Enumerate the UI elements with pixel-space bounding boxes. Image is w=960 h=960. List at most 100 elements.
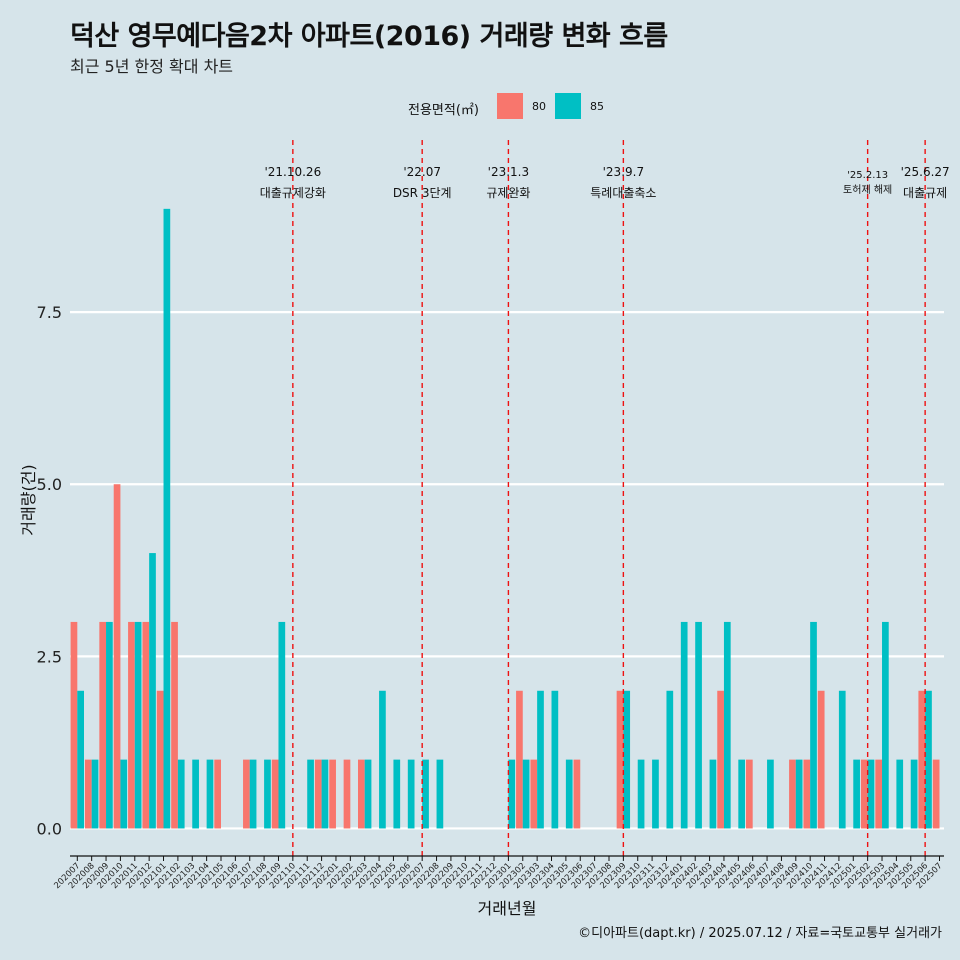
bar-80-202503	[875, 759, 883, 829]
bar-85-202311	[652, 759, 659, 829]
bar-80-202303	[530, 759, 538, 829]
bar-85-202502	[867, 759, 875, 829]
event-name-label: 규제완화	[486, 186, 530, 200]
bar-80-202309	[616, 690, 624, 829]
bar-85-202407	[767, 759, 774, 829]
bar-85-202410	[810, 621, 817, 829]
bar-85-202301	[508, 759, 516, 829]
bar-80-202410	[803, 759, 811, 829]
bar-85-202010	[120, 759, 128, 829]
bar-85-202401	[680, 621, 688, 829]
bar-85-202101	[163, 208, 171, 829]
legend-label-85: 85	[590, 100, 604, 113]
bar-85-202109	[278, 621, 286, 829]
chart-title: 덕산 영무예다음2차 아파트(2016) 거래량 변화 흐름	[70, 21, 668, 52]
event-name-label: 대출규제강화	[260, 186, 326, 200]
legend-title: 전용면적(㎡)	[408, 103, 479, 118]
y-axis-title: 거래량(건)	[19, 464, 38, 535]
bar-80-202406	[745, 759, 753, 829]
bar-85-202403	[709, 759, 717, 829]
bar-85-202206	[407, 759, 415, 829]
bar-85-202007	[77, 690, 84, 829]
bar-85-202501	[853, 759, 860, 829]
bar-85-202310	[637, 759, 645, 829]
chart-subtitle: 최근 5년 한정 확대 차트	[70, 57, 234, 76]
event-date-label: '25.2.13	[847, 170, 888, 181]
bar-85-202505	[910, 759, 918, 829]
bar-85-202011	[134, 621, 142, 829]
bar-80-202502	[860, 759, 868, 829]
bar-80-202302	[516, 690, 523, 829]
bar-85-202404	[723, 621, 731, 829]
y-tick-label: 7.5	[37, 303, 62, 322]
bar-85-202204	[379, 690, 386, 829]
legend: 전용면적(㎡) 80 85	[0, 93, 960, 121]
bar-85-202103	[192, 759, 199, 829]
bar-80-202010	[113, 484, 121, 829]
bar-85-202102	[177, 759, 185, 829]
x-axis-title: 거래년월	[478, 899, 537, 918]
bar-85-202402	[695, 621, 702, 829]
y-tick-label: 5.0	[37, 475, 62, 494]
bar-85-202304	[551, 690, 559, 829]
event-name-label: 특례대출축소	[590, 186, 656, 200]
bar-80-202109	[271, 759, 279, 829]
bar-85-202208	[436, 759, 444, 829]
bar-80-202201	[329, 759, 336, 829]
source-caption: ©디아파트(dapt.kr) / 2025.07.12 / 자료=국토교통부 실…	[578, 926, 942, 941]
bar-85-202205	[393, 759, 401, 829]
bar-85-202305	[565, 759, 573, 829]
bar-80-202007	[70, 621, 78, 829]
bar-85-202203	[364, 759, 372, 829]
bar-85-202412	[838, 690, 846, 829]
bar-85-202405	[738, 759, 746, 829]
bar-80-202107	[243, 759, 250, 829]
bar-85-202312	[666, 690, 674, 829]
legend-key-85	[555, 93, 581, 119]
bar-80-202112	[314, 759, 322, 829]
bar-85-202309	[623, 690, 631, 829]
bar-80-202306	[573, 759, 581, 829]
event-name-label: 토허제 해제	[843, 183, 892, 196]
bar-85-202104	[206, 759, 214, 829]
event-name-label: 대출규제	[903, 186, 947, 200]
event-date-label: '22.07	[403, 165, 441, 179]
bar-85-202009	[106, 621, 113, 829]
bar-85-202409	[795, 759, 803, 829]
bar-85-202108	[264, 759, 271, 829]
bar-80-202409	[789, 759, 796, 829]
bar-85-202107	[249, 759, 257, 829]
bar-80-202506	[918, 690, 926, 829]
bar-80-202009	[99, 621, 107, 829]
bar-85-202506	[925, 690, 932, 829]
bar-80-202101	[156, 690, 164, 829]
bar-85-202008	[91, 759, 99, 829]
bar-85-202112	[321, 759, 329, 829]
event-name-label: DSR 3단계	[393, 186, 452, 200]
legend-label-80: 80	[532, 100, 546, 113]
bar-80-202404	[717, 690, 724, 829]
bar-80-202203	[358, 759, 365, 829]
bar-80-202202	[343, 759, 351, 829]
event-date-label: '21.10.26	[264, 165, 321, 179]
y-tick-label: 0.0	[37, 819, 62, 838]
bar-85-202111	[307, 759, 314, 829]
bar-80-202102	[171, 621, 178, 829]
event-date-label: '25.6.27	[901, 165, 950, 179]
bar-80-202012	[142, 621, 150, 829]
bar-85-202207	[422, 759, 429, 829]
bar-85-202012	[149, 553, 156, 829]
bar-80-202008	[84, 759, 92, 829]
legend-key-80	[497, 93, 523, 119]
event-date-label: '23.9.7	[603, 165, 644, 179]
bar-80-202105	[214, 759, 221, 829]
bar-85-202303	[537, 690, 544, 829]
event-date-label: '23.1.3	[488, 165, 529, 179]
bar-80-202507	[932, 759, 940, 829]
bar-80-202011	[128, 621, 135, 829]
bar-85-202302	[522, 759, 530, 829]
bar-80-202411	[817, 690, 825, 829]
bar-85-202503	[882, 621, 889, 829]
bar-85-202504	[896, 759, 904, 829]
